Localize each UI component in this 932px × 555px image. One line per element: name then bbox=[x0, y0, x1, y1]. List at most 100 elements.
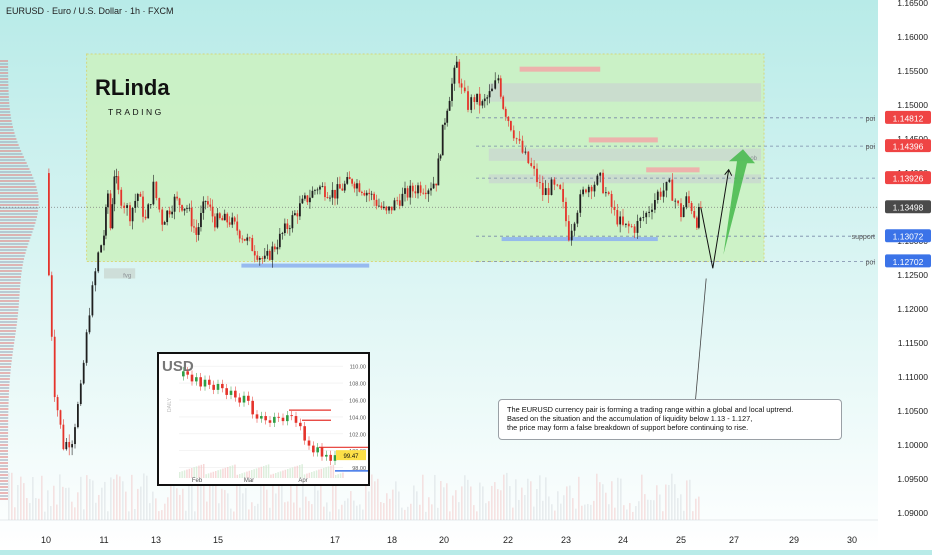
volume-bar bbox=[101, 487, 103, 520]
volume-bar bbox=[695, 498, 697, 520]
candle-body bbox=[378, 205, 380, 207]
volume-profile-bar bbox=[0, 111, 11, 113]
candle-body bbox=[301, 198, 304, 204]
candle-body bbox=[524, 151, 527, 153]
y-tick-label: 1.10000 bbox=[897, 440, 928, 450]
volume-profile-bar bbox=[0, 393, 9, 395]
volume-bar bbox=[401, 507, 403, 520]
volume-bar bbox=[605, 492, 607, 520]
volume-profile-bar bbox=[0, 360, 12, 362]
volume-bar bbox=[503, 474, 505, 520]
volume-bar bbox=[578, 476, 580, 520]
volume-bar bbox=[668, 485, 670, 520]
candle-body bbox=[507, 116, 510, 122]
inset-volume-bar bbox=[337, 474, 339, 478]
inset-candle-body bbox=[333, 455, 337, 461]
volume-bar bbox=[377, 478, 379, 520]
candle-body bbox=[163, 222, 166, 225]
candle-body bbox=[422, 192, 425, 194]
volume-profile-bar bbox=[0, 480, 9, 482]
volume-bar bbox=[584, 504, 586, 520]
candle-body bbox=[430, 188, 432, 191]
candle-body bbox=[188, 207, 191, 209]
zone-rect bbox=[488, 174, 761, 184]
candle-body bbox=[173, 196, 176, 212]
volume-bar bbox=[8, 472, 10, 520]
inset-candle-body bbox=[303, 426, 306, 441]
candle-body bbox=[494, 80, 497, 89]
candle-body bbox=[570, 230, 573, 241]
volume-bar bbox=[317, 490, 319, 520]
annotation-box: The EURUSD currency pair is forming a tr… bbox=[498, 399, 842, 440]
volume-profile-bar bbox=[0, 249, 27, 251]
inset-volume-bar bbox=[284, 469, 287, 478]
candle-body bbox=[256, 255, 259, 260]
volume-bar bbox=[269, 507, 271, 520]
volume-bar bbox=[485, 503, 487, 520]
candle-body bbox=[281, 233, 284, 234]
volume-bar bbox=[428, 497, 430, 520]
candle-body bbox=[311, 190, 314, 198]
volume-profile-bar bbox=[0, 177, 34, 179]
volume-profile-bar bbox=[0, 159, 26, 161]
volume-bar bbox=[449, 511, 451, 520]
candle-body bbox=[659, 191, 662, 197]
candle-body bbox=[263, 255, 266, 259]
inset-volume-bar bbox=[260, 466, 263, 478]
candle-body bbox=[476, 93, 478, 102]
volume-bar bbox=[581, 505, 583, 520]
price-axis: 1.165001.160001.155001.150001.145001.140… bbox=[878, 0, 932, 550]
candle-body bbox=[656, 191, 659, 201]
candle-body bbox=[53, 336, 56, 398]
volume-bar bbox=[335, 483, 337, 520]
level-tag: poi bbox=[866, 259, 876, 266]
candle-body bbox=[123, 205, 126, 208]
support-bar bbox=[501, 237, 658, 242]
volume-profile-bar bbox=[0, 90, 9, 92]
volume-bar bbox=[74, 507, 76, 520]
volume-profile-bar bbox=[0, 204, 39, 206]
volume-profile-bar bbox=[0, 336, 16, 338]
candle-body bbox=[139, 193, 142, 197]
inset-candle-body bbox=[242, 395, 246, 403]
inset-y-tick: 108.00 bbox=[349, 382, 366, 388]
inset-candle-body bbox=[294, 416, 298, 423]
candle-body bbox=[642, 217, 645, 219]
candle-body bbox=[417, 185, 419, 194]
volume-bar bbox=[662, 511, 664, 520]
candle-body bbox=[360, 191, 363, 193]
volume-bar bbox=[83, 509, 85, 520]
volume-bar bbox=[20, 476, 22, 520]
volume-bar bbox=[653, 500, 655, 520]
candle-body bbox=[142, 196, 144, 217]
inset-candle-body bbox=[260, 416, 263, 419]
candle-body bbox=[88, 315, 91, 333]
inset-volume-bar bbox=[296, 465, 299, 478]
volume-profile-bar bbox=[0, 120, 12, 122]
x-tick-label: 23 bbox=[561, 535, 571, 545]
candle-body bbox=[304, 195, 306, 199]
y-tick-label: 1.12000 bbox=[897, 304, 928, 314]
volume-bar bbox=[392, 489, 394, 520]
volume-bar bbox=[143, 473, 145, 520]
candle-body bbox=[567, 221, 570, 241]
volume-bar bbox=[278, 477, 280, 520]
volume-profile-bar bbox=[0, 210, 39, 212]
candle-body bbox=[573, 223, 576, 231]
candle-body bbox=[690, 203, 693, 212]
volume-bar bbox=[599, 482, 601, 520]
candle-body bbox=[226, 213, 229, 223]
volume-profile-bar bbox=[0, 282, 21, 284]
inset-volume-bar bbox=[179, 472, 181, 478]
y-tick-label: 1.11500 bbox=[898, 338, 928, 348]
inset-volume-bar bbox=[229, 466, 231, 478]
volume-bars bbox=[8, 472, 700, 520]
candle-body bbox=[155, 181, 158, 199]
candle-body bbox=[602, 172, 604, 194]
candle-body bbox=[699, 206, 702, 208]
inset-volume-bar bbox=[277, 472, 279, 478]
price-axis-bg bbox=[878, 0, 932, 550]
inset-volume-bar bbox=[255, 468, 258, 478]
candle-body bbox=[553, 179, 556, 185]
